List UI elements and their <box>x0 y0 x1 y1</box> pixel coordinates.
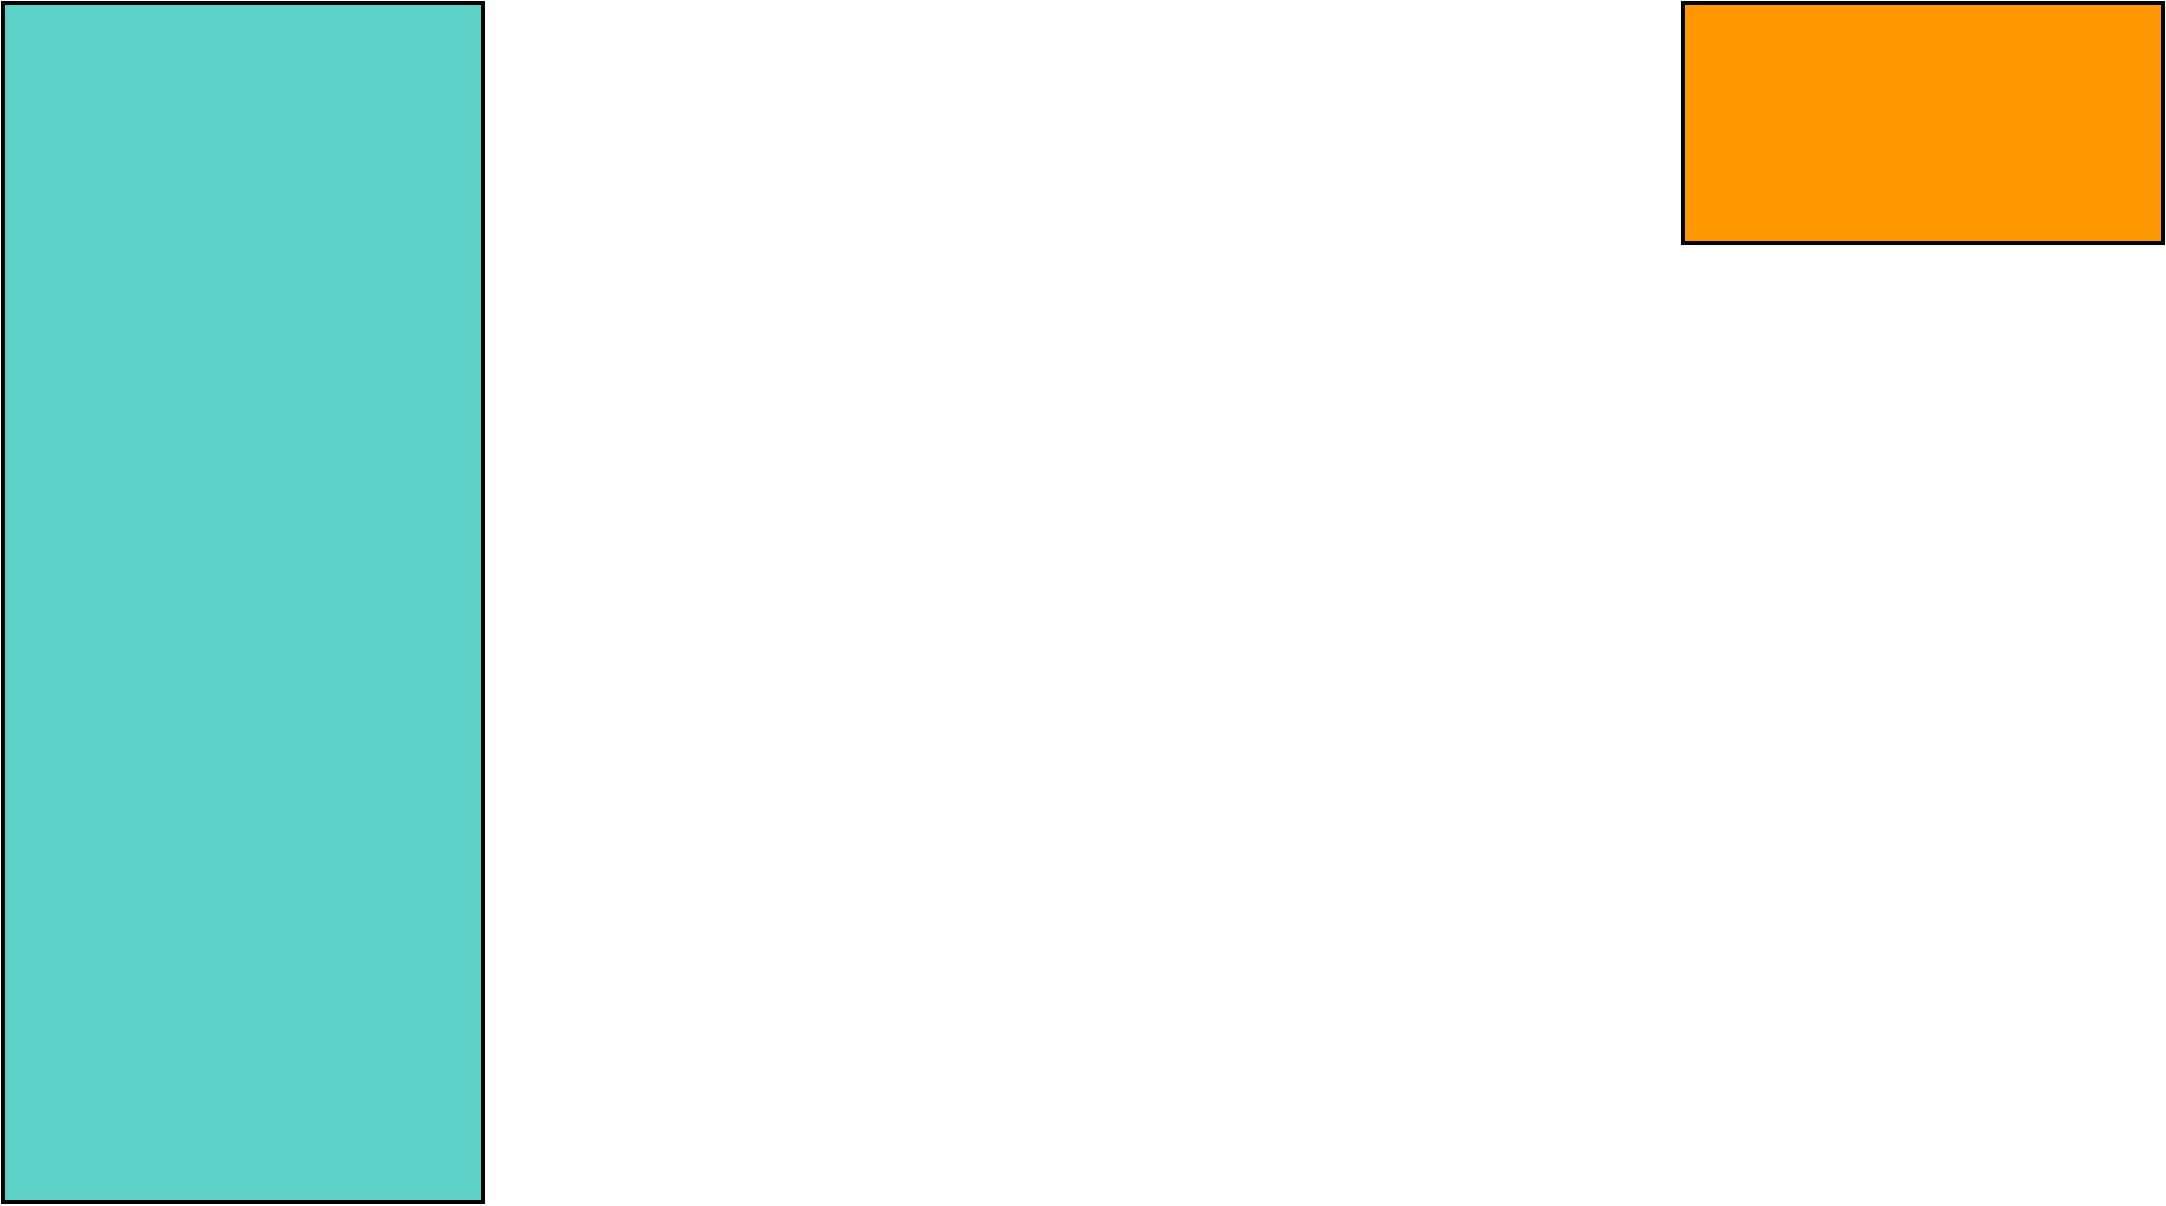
test-set-block <box>1681 1 2165 245</box>
dataset-rect <box>1 1 485 1204</box>
output-column <box>1681 1 2165 245</box>
dataset-block <box>1 1 485 1204</box>
